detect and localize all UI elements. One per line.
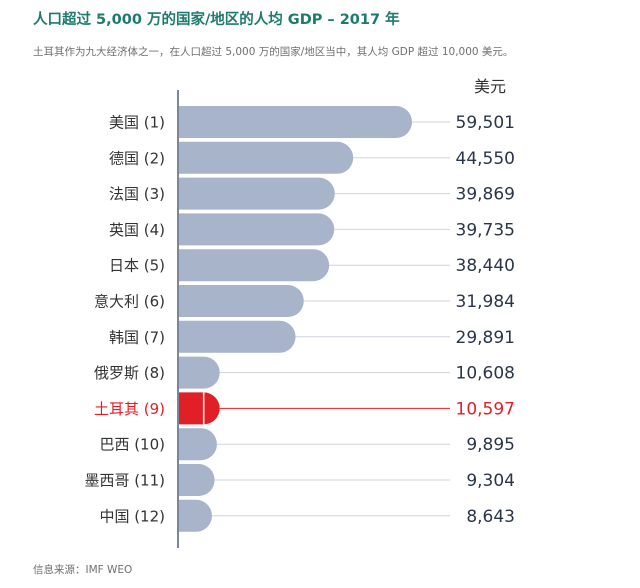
bar — [178, 106, 412, 138]
bar — [178, 213, 335, 246]
source-note: 信息来源：IMF WEO — [33, 564, 133, 576]
category-label: 日本 (5) — [109, 257, 165, 275]
value-label: 44,550 — [456, 149, 515, 169]
unit-label: 美元 — [474, 77, 507, 96]
bar — [178, 392, 220, 425]
category-label: 巴西 (10) — [99, 436, 165, 454]
value-label: 59,501 — [456, 113, 515, 133]
bar — [178, 177, 335, 210]
category-label: 意大利 (6) — [94, 293, 165, 311]
value-label: 9,895 — [466, 435, 515, 455]
value-label: 39,735 — [456, 220, 515, 240]
bar — [178, 356, 220, 389]
chart-subtitle: 土耳其作为九大经济体之一，在人口超过 5,000 万的国家/地区当中，其人均 G… — [33, 46, 514, 58]
category-label: 土耳其 (9) — [94, 400, 165, 418]
bar — [178, 141, 354, 174]
bar — [178, 464, 215, 496]
value-label: 10,608 — [456, 364, 515, 384]
category-label: 英国 (4) — [109, 221, 165, 239]
value-label: 31,984 — [456, 292, 515, 312]
category-label: 俄罗斯 (8) — [94, 364, 165, 382]
category-label: 美国 (1) — [109, 114, 165, 132]
value-label: 38,440 — [456, 256, 515, 276]
value-label: 9,304 — [466, 471, 515, 491]
category-label: 法国 (3) — [109, 185, 165, 203]
category-label: 韩国 (7) — [109, 328, 165, 346]
category-label: 中国 (12) — [99, 507, 165, 525]
bar — [178, 320, 296, 353]
bar — [178, 285, 304, 317]
bar — [178, 499, 212, 532]
value-label: 10,597 — [456, 399, 515, 419]
bar — [178, 428, 217, 461]
chart-title: 人口超过 5,000 万的国家/地区的人均 GDP – 2017 年 — [33, 12, 400, 28]
value-label: 39,869 — [456, 185, 515, 205]
value-label: 8,643 — [466, 507, 515, 527]
bar — [178, 249, 330, 282]
value-label: 29,891 — [456, 328, 515, 348]
category-label: 德国 (2) — [109, 149, 165, 167]
category-label: 墨西哥 (11) — [84, 472, 165, 490]
